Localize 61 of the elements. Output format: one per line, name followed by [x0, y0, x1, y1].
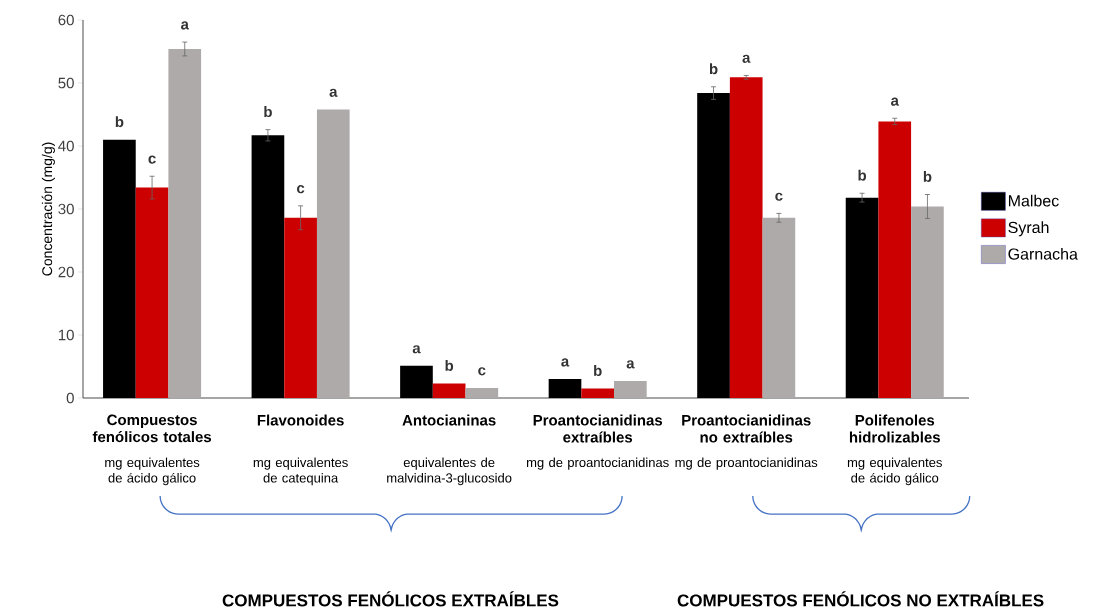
annotation: c — [148, 155, 156, 164]
annotation: b — [115, 116, 124, 128]
bar — [284, 217, 317, 398]
y-tick-label: 10 — [58, 329, 74, 341]
text: mg de proantocianidinas — [675, 457, 818, 470]
annotation: a — [412, 345, 421, 354]
text: mg equivalentes de ácido gálico — [847, 457, 942, 486]
annotation: b — [594, 365, 602, 377]
annotation: b — [445, 359, 454, 371]
y-tick-label: 20 — [58, 266, 74, 278]
annotation: c — [478, 367, 486, 376]
text: equivalentes de malvidina-3-glucosido — [387, 457, 512, 486]
text: COMPUESTOS FENÓLICOS EXTRAÍBLES — [222, 591, 559, 607]
legend-label: Syrah — [1008, 221, 1049, 237]
y-tick-label: 0 — [66, 392, 74, 404]
bar — [168, 48, 202, 398]
bar — [911, 206, 944, 398]
text: mg equivalentes de catequina — [253, 457, 348, 486]
text: mg equivalentes de ácido gálico — [105, 457, 200, 486]
x-tick-label: Proantocianidinas no extraíbles — [682, 414, 811, 443]
annotation: c — [775, 192, 783, 201]
annotation: a — [561, 358, 570, 367]
x-tick-label: Antocianinas — [402, 414, 496, 426]
annotation: b — [709, 63, 718, 75]
annotation: a — [891, 97, 900, 106]
legend-label: Malbec — [1008, 194, 1059, 207]
bar — [614, 380, 647, 398]
annotation: b — [858, 169, 867, 181]
bar — [316, 109, 350, 398]
bar — [135, 187, 169, 398]
y-tick-label: 50 — [58, 77, 74, 89]
bar — [548, 379, 582, 398]
annotation: a — [626, 360, 635, 369]
bar — [103, 139, 136, 398]
text: mg de proantocianidinas — [527, 457, 669, 470]
annotation: a — [181, 21, 190, 30]
x-tick-label: Compuestos fenólicos totales — [92, 414, 212, 443]
x-tick-label: Polifenoles hidrolizables — [849, 414, 940, 443]
y-tick-label: 60 — [58, 14, 74, 26]
annotation: a — [329, 88, 338, 97]
y-tick-label: 30 — [58, 203, 74, 215]
bar — [697, 93, 730, 398]
x-tick-label: Proantocianidinas extraíbles — [533, 414, 663, 443]
bar — [878, 121, 912, 398]
bar — [400, 365, 433, 398]
bar — [251, 135, 285, 398]
bar — [845, 197, 879, 398]
y-axis-title: Concentración (mg/g) — [41, 142, 55, 276]
bar — [432, 383, 466, 398]
x-tick-label: Flavonoides — [257, 414, 344, 426]
annotation: b — [264, 106, 272, 118]
annotation: c — [297, 185, 305, 194]
y-tick-label: 40 — [58, 140, 74, 152]
bar — [581, 388, 615, 398]
bar — [465, 387, 499, 398]
annotation: a — [742, 54, 751, 63]
bar — [729, 77, 763, 398]
text: COMPUESTOS FENÓLICOS NO EXTRAÍBLES — [677, 591, 1044, 607]
annotation: b — [923, 170, 932, 182]
legend-label: Garnacha — [1008, 247, 1078, 260]
bar — [762, 217, 796, 398]
